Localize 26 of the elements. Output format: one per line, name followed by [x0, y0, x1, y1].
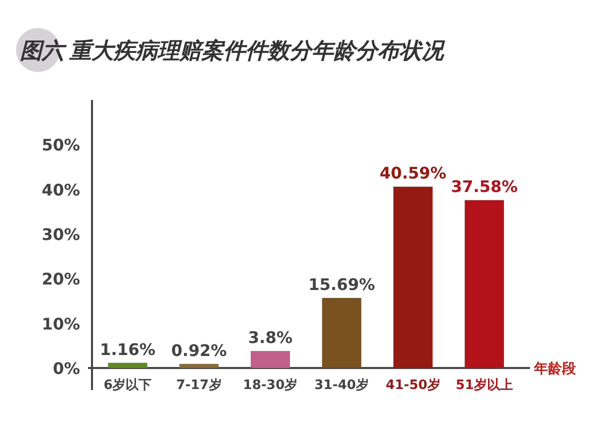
- y-tick-label: 30%: [42, 225, 80, 244]
- data-label: 37.58%: [451, 177, 518, 196]
- data-label: 3.8%: [248, 328, 293, 348]
- bar: [108, 362, 148, 368]
- y-tick-label: 10%: [42, 314, 80, 334]
- bar: [322, 298, 362, 368]
- data-label: 0.92%: [171, 340, 227, 360]
- x-tick-label: 18-30岁: [243, 378, 298, 393]
- data-label: 40.59%: [380, 164, 446, 183]
- chart-title: 图六 重大疾病理赔案件件数分年龄分布状况: [20, 38, 446, 63]
- x-tick-label: 7-17岁: [176, 378, 222, 393]
- bar: [464, 200, 504, 368]
- bar: [179, 364, 219, 368]
- bar: [393, 186, 433, 368]
- x-tick-label: 6岁以下: [104, 378, 152, 393]
- y-tick-label: 0%: [52, 359, 80, 378]
- x-tick-label: 51岁以上: [456, 378, 513, 393]
- x-axis-title: 年龄段: [533, 361, 577, 377]
- x-tick-label: 31-40岁: [314, 378, 369, 393]
- y-tick-label: 50%: [42, 136, 80, 155]
- data-label: 15.69%: [308, 274, 375, 294]
- y-tick-label: 40%: [42, 180, 80, 200]
- data-label: 1.16%: [100, 340, 156, 359]
- bar: [250, 351, 290, 368]
- y-tick-label: 20%: [42, 270, 80, 289]
- x-tick-label: 41-50岁: [386, 378, 440, 393]
